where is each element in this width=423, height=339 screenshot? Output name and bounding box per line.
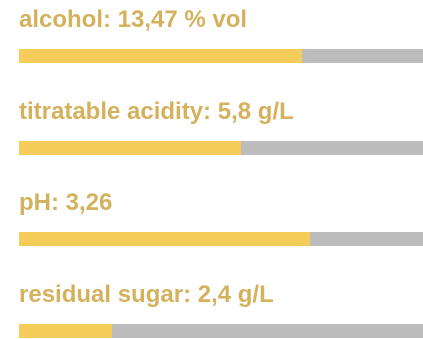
ph-bar-fill <box>19 232 310 246</box>
ph-label: pH: 3,26 <box>19 189 113 216</box>
ph-bar-track <box>19 232 423 246</box>
alcohol-label: alcohol: 13,47 % vol <box>19 6 248 33</box>
titratable-acidity-bar-track <box>19 141 423 155</box>
residual-sugar-bar-fill <box>19 324 112 338</box>
alcohol-bar-track <box>19 49 423 63</box>
residual-sugar-label: residual sugar: 2,4 g/L <box>19 281 274 308</box>
titratable-acidity-label: titratable acidity: 5,8 g/L <box>19 98 294 125</box>
residual-sugar-bar-track <box>19 324 423 338</box>
titratable-acidity-bar-fill <box>19 141 242 155</box>
alcohol-bar-fill <box>19 49 302 63</box>
